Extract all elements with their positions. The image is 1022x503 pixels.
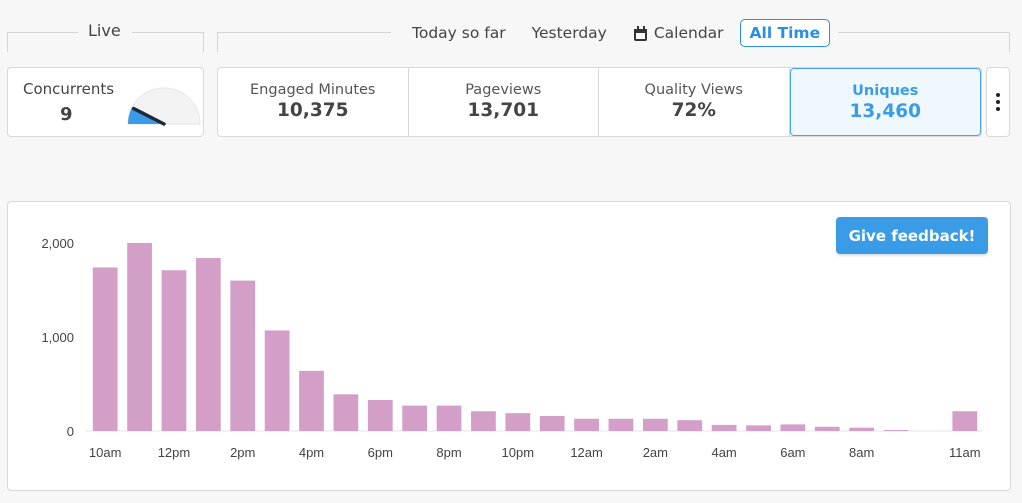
metric-uniques-label: Uniques (852, 83, 919, 99)
x-tick-label: 6am (780, 445, 805, 460)
chart-bar[interactable] (299, 370, 324, 431)
chart-bar[interactable] (367, 399, 393, 431)
chart-bar[interactable] (402, 405, 428, 431)
gauge-needle (131, 106, 166, 126)
x-tick-label: 11am (949, 445, 981, 460)
chart-bar[interactable] (814, 426, 840, 431)
metric-pageviews[interactable]: Pageviews 13,701 (409, 68, 599, 136)
x-tick-label: 4pm (299, 445, 324, 460)
calendar-icon (633, 25, 648, 41)
chart-bar[interactable] (92, 267, 118, 431)
x-tick-label: 10am (89, 445, 122, 460)
x-tick-label: 2am (643, 445, 668, 460)
period-tabs: Today so far Yesterday Calendar All Time (402, 19, 836, 47)
chart-bar[interactable] (230, 280, 256, 431)
chart-bar[interactable] (436, 405, 462, 431)
x-tick-label: 4am (711, 445, 736, 460)
chart-bar[interactable] (539, 415, 565, 431)
chart-bar[interactable] (195, 258, 221, 431)
metric-quality-views-value: 72% (671, 100, 716, 121)
chart-bar[interactable] (264, 330, 290, 431)
chart-bar[interactable] (471, 411, 496, 431)
tab-all-time[interactable]: All Time (739, 19, 831, 47)
live-divider-corner-left (7, 32, 8, 52)
give-feedback-button[interactable]: Give feedback! (836, 217, 988, 254)
chart-bar[interactable] (677, 420, 703, 431)
x-tick-label: 8pm (436, 445, 461, 460)
metric-engaged-minutes-value: 10,375 (277, 100, 349, 121)
metric-pageviews-value: 13,701 (467, 100, 539, 121)
live-divider-left (7, 32, 78, 33)
x-tick-label: 12am (570, 445, 603, 460)
chart-bar[interactable] (711, 424, 737, 431)
period-divider-right (838, 32, 1010, 33)
chart-bar[interactable] (574, 418, 599, 431)
tab-calendar-label: Calendar (653, 24, 724, 42)
tab-all-time-label: All Time (749, 24, 821, 42)
vertical-ellipsis-icon (996, 93, 1000, 97)
x-tick-label: 10pm (502, 445, 535, 460)
chart-bar[interactable] (883, 430, 909, 431)
chart-bar[interactable] (608, 418, 634, 431)
uniques-chart-panel: 0 1,000 2,000 10am 12pm 2pm 4pm 6pm 8pm 10pm 12am 2… (7, 201, 1011, 491)
y-tick-label: 0 (67, 424, 74, 439)
metric-engaged-minutes-label: Engaged Minutes (250, 82, 376, 98)
chart-bar[interactable] (127, 243, 152, 431)
y-tick-label: 2,000 (41, 236, 74, 251)
metrics-bar: Engaged Minutes 10,375 Pageviews 13,701 … (217, 67, 982, 137)
concurrents-card[interactable]: Concurrents 9 (7, 67, 204, 137)
more-options-button[interactable] (986, 67, 1010, 137)
x-tick-label: 8am (849, 445, 874, 460)
chart-bar[interactable] (849, 427, 875, 431)
live-divider-corner-right (203, 32, 204, 52)
concurrents-gauge (127, 87, 201, 126)
x-tick-label: 2pm (230, 445, 255, 460)
metric-engaged-minutes[interactable]: Engaged Minutes 10,375 (218, 68, 409, 136)
chart-bar[interactable] (642, 418, 668, 431)
uniques-bar-chart: 0 1,000 2,000 10am 12pm 2pm 4pm 6pm 8pm 10pm 12am 2… (41, 236, 982, 460)
metric-uniques[interactable]: Uniques 13,460 (789, 68, 981, 136)
tab-yesterday-label: Yesterday (531, 24, 607, 42)
metric-pageviews-label: Pageviews (465, 82, 542, 98)
metric-uniques-value: 13,460 (849, 101, 921, 122)
tab-today-so-far[interactable]: Today so far (402, 19, 516, 47)
concurrents-label: Concurrents (23, 80, 115, 98)
x-tick-label: 6pm (368, 445, 393, 460)
x-tick-label: 12pm (158, 445, 191, 460)
period-divider-corner-right (1009, 32, 1010, 52)
chart-bar[interactable] (161, 270, 187, 431)
tab-yesterday[interactable]: Yesterday (522, 19, 617, 47)
y-tick-label: 1,000 (41, 330, 74, 345)
chart-bar[interactable] (952, 411, 978, 431)
metric-quality-views[interactable]: Quality Views 72% (599, 68, 790, 136)
metric-quality-views-label: Quality Views (644, 82, 743, 98)
chart-bar[interactable] (505, 413, 531, 431)
concurrents-value: 9 (60, 104, 73, 125)
tab-today-so-far-label: Today so far (412, 24, 506, 42)
period-divider-left (217, 32, 391, 33)
live-section-label: Live (88, 21, 121, 40)
tab-calendar[interactable]: Calendar (623, 19, 734, 47)
chart-bar[interactable] (780, 424, 806, 431)
live-divider-right (132, 32, 204, 33)
period-divider-corner-left (217, 32, 218, 52)
chart-bar[interactable] (333, 394, 359, 431)
chart-bar[interactable] (746, 425, 771, 431)
